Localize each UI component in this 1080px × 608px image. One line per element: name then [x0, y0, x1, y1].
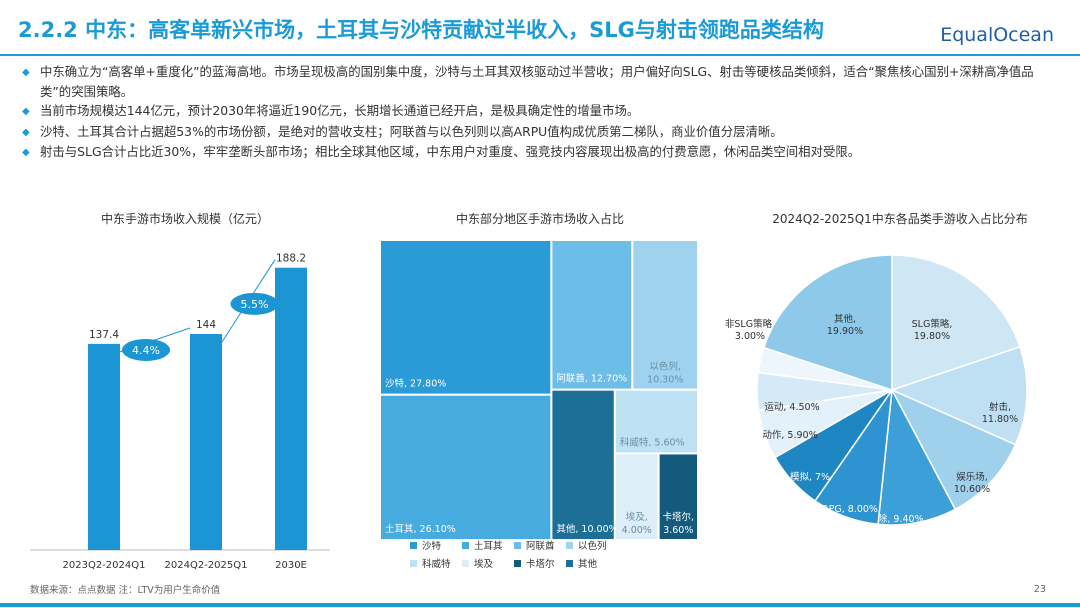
pie-slice — [890, 388, 1017, 511]
bar-value-label: 188.2 — [276, 253, 306, 265]
bullet-item: ◆ 沙特、土耳其合计占据超53%的市场份额，是绝对的营收支柱；阿联酋与以色列则以高… — [22, 122, 1062, 143]
bar — [88, 343, 120, 550]
pie-label: 19.80% — [914, 331, 950, 342]
pie-slice — [889, 345, 1028, 446]
title-divider — [0, 54, 1080, 56]
pie-label: 运动, 4.50% — [764, 402, 819, 413]
legend-swatch — [410, 542, 417, 549]
treemap-label: 4.00% — [622, 525, 652, 536]
legend-swatch — [566, 542, 573, 549]
x-tick-label: 2030E — [275, 560, 307, 571]
bar-value-label: 144 — [196, 319, 216, 331]
diamond-icon: ◆ — [22, 147, 30, 158]
bullet-item: ◆ 当前市场规模达144亿元，预计2030年将逼近190亿元，长期增长通道已经开启… — [22, 101, 1062, 122]
legend-swatch — [462, 560, 469, 567]
treemap-label: 阿联酋, 12.70% — [556, 373, 627, 385]
legend-label: 沙特 — [422, 540, 442, 552]
treemap-label: 以色列, — [649, 361, 681, 373]
bar-chart-title: 中东手游市场收入规模（亿元） — [100, 212, 269, 226]
diamond-icon: ◆ — [22, 126, 30, 138]
growth-badge — [230, 292, 279, 315]
diamond-icon: ◆ — [22, 106, 30, 117]
legend-swatch — [462, 542, 469, 549]
legend-label: 其他 — [578, 558, 598, 570]
treemap-cell — [657, 452, 700, 541]
treemap-title: 中东部分地区手游市场收入占比 — [455, 212, 624, 226]
page-number: 23 — [1033, 584, 1046, 595]
equalocean-logo: EqualOcean — [940, 24, 1054, 46]
pie-slice — [877, 387, 957, 526]
bar — [275, 267, 307, 550]
pie-label: 11.80% — [982, 414, 1018, 425]
page-title: 2.2.2 中东：高客单新兴市场，土耳其与沙特贡献过半收入，SLG与射击领跑品类… — [18, 18, 824, 42]
x-tick-label: 2023Q2-2024Q1 — [63, 560, 146, 571]
treemap-label: 卡塔尔, — [663, 511, 695, 523]
bullet-item: ◆ 中东确立为“高客单+重度化”的蓝海高地。市场呈现极高的国别集中度，沙特与土耳其… — [22, 64, 1034, 99]
legend-swatch — [566, 560, 573, 567]
treemap-cell — [550, 388, 616, 541]
pie-label: 10.60% — [954, 484, 990, 495]
pie-chart-title: 2024Q2-2025Q1中东各品类手游收入占比分布 — [772, 212, 1028, 226]
pie-label: 3.00% — [735, 331, 765, 342]
treemap-label: 10.30% — [647, 375, 683, 386]
treemap-label: 科威特, 5.60% — [620, 436, 685, 448]
growth-badge — [122, 338, 170, 361]
growth-rate-label: 5.5% — [241, 298, 269, 311]
treemap-cell — [380, 240, 553, 396]
treemap-label: 土耳其, 26.10% — [385, 523, 456, 535]
pie-label: 娱乐场, — [956, 471, 988, 483]
bar-value-label: 137.4 — [89, 329, 119, 341]
treemap-label: 埃及, — [626, 511, 648, 523]
pie-label: 非SLG策略, — [725, 318, 775, 330]
pie-label: 19.90% — [827, 326, 863, 337]
treemap-cell — [380, 393, 553, 541]
pie-label: SLG策略, — [912, 318, 953, 330]
growth-rate-label: 4.4% — [132, 344, 160, 357]
treemap-label: 3.60% — [663, 525, 693, 536]
pie-chart: SLG策略,19.80% 射击,11.80% 娱乐场,10.60% 消除, 9.40%… — [725, 254, 1028, 526]
legend-label: 土耳其 — [474, 540, 503, 552]
legend-label: 卡塔尔 — [526, 558, 555, 570]
pie-label: RPG, 8.00% — [822, 504, 878, 515]
bullet-item: ◆ 射击与SLG合计占比近30%，牢牢垄断头部市场；相比全球其他区域，中东用户对重… — [22, 142, 1062, 163]
bar — [190, 334, 222, 550]
bar-chart: 137.4 2023Q2-2024Q1 144 2024Q2-2025Q1 188.2 2… — [30, 253, 330, 571]
key-findings: ◆ 中东确立为“高客单+重度化”的蓝海高地。市场呈现极高的国别集中度，沙特与土耳其… — [22, 62, 1062, 163]
legend-label: 科威特 — [422, 558, 451, 570]
pie-slice — [762, 254, 893, 392]
legend-swatch — [514, 542, 521, 549]
diamond-icon: ◆ — [22, 67, 30, 78]
treemap-cell — [550, 240, 634, 391]
pie-label: 其他, — [834, 313, 856, 325]
pie-label: 动作, 5.90% — [762, 429, 817, 441]
x-tick-label: 2024Q2-2025Q1 — [165, 560, 248, 571]
data-source-note: 数据来源：点点数据 注：LTV为用户生命价值 — [30, 585, 221, 596]
bottom-divider — [0, 603, 1080, 607]
pie-label: 消除, 9.40% — [868, 513, 923, 525]
treemap-chart: 沙特, 27.80% 土耳其, 26.10% 阿联酋, 12.70% 以色列, 10.3… — [380, 240, 700, 570]
pie-slice — [891, 254, 1021, 392]
legend-label: 以色列 — [578, 540, 607, 552]
treemap-cell — [613, 388, 699, 455]
treemap-label: 其他, 10.00% — [556, 523, 617, 535]
legend-label: 阿联酋 — [526, 540, 555, 552]
legend-swatch — [514, 560, 521, 567]
legend-label: 埃及 — [474, 558, 494, 570]
treemap-label: 沙特, 27.80% — [385, 378, 446, 390]
pie-label: 模拟, 7% — [790, 471, 830, 483]
legend-swatch — [410, 560, 417, 567]
pie-label: 射击, — [989, 401, 1011, 413]
